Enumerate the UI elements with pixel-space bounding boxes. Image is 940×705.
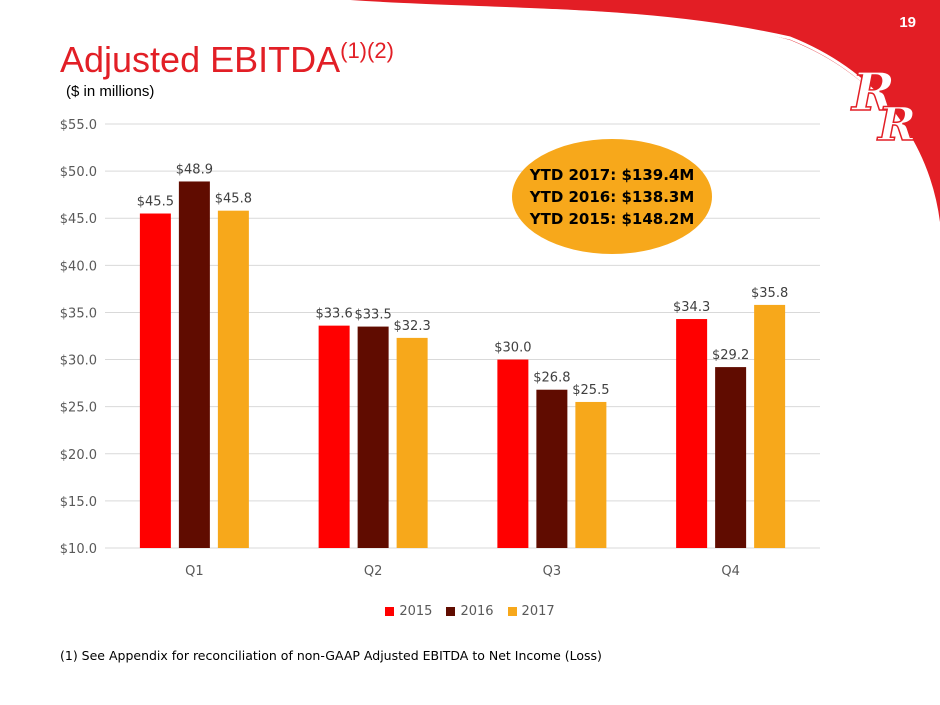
x-tick-label: Q3 xyxy=(543,564,562,579)
bar-2016-Q4 xyxy=(715,367,747,548)
legend-swatch xyxy=(385,607,395,616)
bar-2015-Q4 xyxy=(676,319,708,548)
bar-2016-Q2 xyxy=(357,326,389,548)
y-tick-label: $55.0 xyxy=(60,118,97,133)
y-tick-label: $25.0 xyxy=(60,401,97,416)
data-label: $30.0 xyxy=(494,341,531,356)
data-label: $48.9 xyxy=(176,162,213,177)
y-tick-label: $50.0 xyxy=(60,165,97,180)
y-tick-label: $10.0 xyxy=(60,542,97,557)
legend-label: 2017 xyxy=(521,604,555,619)
bar-2017-Q2 xyxy=(396,337,428,548)
data-label: $25.5 xyxy=(572,383,609,398)
bar-2017-Q3 xyxy=(575,401,607,548)
data-label: $34.3 xyxy=(673,300,710,315)
legend-item-2017: 2017 xyxy=(507,604,555,619)
ytd-2015: YTD 2015: $148.2M xyxy=(529,209,695,228)
legend-label: 2015 xyxy=(399,604,433,619)
legend-item-2015: 2015 xyxy=(385,604,432,619)
bar-2015-Q2 xyxy=(318,325,350,548)
y-tick-label: $30.0 xyxy=(60,354,97,369)
page-subtitle: ($ in millions) xyxy=(66,83,155,100)
page-number: 19 xyxy=(899,14,916,31)
title-main: Adjusted EBITDA xyxy=(60,39,341,80)
data-label: $45.5 xyxy=(137,195,174,210)
ytd-2017: YTD 2017: $139.4M xyxy=(529,165,695,184)
bar-2016-Q3 xyxy=(536,389,568,548)
legend-swatch xyxy=(446,607,456,616)
x-tick-label: Q2 xyxy=(364,564,383,579)
y-tick-label: $35.0 xyxy=(60,306,97,321)
x-tick-label: Q1 xyxy=(185,564,204,579)
data-label: $33.5 xyxy=(355,308,392,323)
y-tick-label: $15.0 xyxy=(60,495,97,510)
data-label: $29.2 xyxy=(712,348,749,363)
bar-2017-Q4 xyxy=(754,304,786,548)
bar-2016-Q1 xyxy=(178,181,210,548)
legend-swatch xyxy=(507,607,517,616)
y-tick-label: $20.0 xyxy=(60,448,97,463)
data-label: $32.3 xyxy=(394,319,431,334)
svg-text:R: R xyxy=(850,62,895,123)
y-tick-label: $40.0 xyxy=(60,259,97,274)
rr-monogram-logo-icon: R R xyxy=(849,61,917,152)
x-tick-label: Q4 xyxy=(721,564,740,579)
title-superscript: (1)(2) xyxy=(340,38,394,63)
ytd-2016: YTD 2016: $138.3M xyxy=(529,187,695,206)
legend-item-2016: 2016 xyxy=(446,604,494,619)
bar-2015-Q3 xyxy=(497,359,529,548)
data-label: $35.8 xyxy=(751,286,788,301)
y-tick-label: $45.0 xyxy=(60,212,97,227)
ytd-summary-badge: YTD 2017: $139.4M YTD 2016: $138.3M YTD … xyxy=(512,139,712,254)
bar-2017-Q1 xyxy=(217,210,249,548)
data-label: $33.6 xyxy=(316,307,353,322)
data-label: $26.8 xyxy=(533,371,570,386)
footnote: (1) See Appendix for reconciliation of n… xyxy=(60,648,602,663)
data-label: $45.8 xyxy=(215,192,252,207)
page-title: Adjusted EBITDA(1)(2) xyxy=(60,38,394,81)
svg-text:R: R xyxy=(876,97,916,151)
bar-2015-Q1 xyxy=(139,213,171,548)
legend-label: 2016 xyxy=(460,604,494,619)
chart-legend: 2015 2016 2017 xyxy=(0,604,940,619)
